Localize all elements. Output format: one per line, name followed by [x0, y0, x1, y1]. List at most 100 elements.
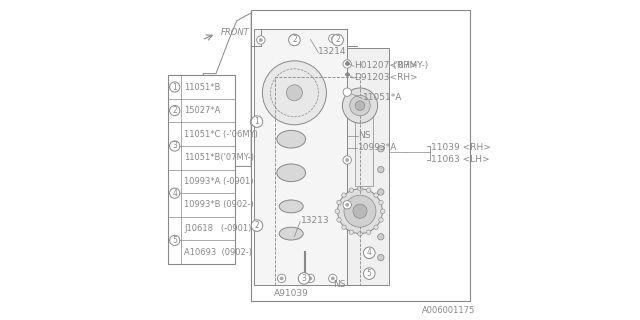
Ellipse shape: [279, 200, 303, 213]
Circle shape: [337, 218, 341, 222]
Text: 11051*C (-’06MY): 11051*C (-’06MY): [184, 130, 258, 139]
Circle shape: [374, 225, 378, 229]
Circle shape: [349, 230, 353, 235]
Circle shape: [170, 141, 180, 151]
Circle shape: [170, 82, 180, 92]
Text: 11063 <LH>: 11063 <LH>: [431, 155, 490, 164]
Circle shape: [292, 36, 296, 40]
Circle shape: [378, 146, 384, 152]
Circle shape: [329, 34, 337, 43]
Circle shape: [379, 218, 383, 222]
Circle shape: [343, 201, 351, 209]
Circle shape: [287, 85, 302, 101]
Text: 2: 2: [172, 106, 177, 115]
Text: 11051*B: 11051*B: [184, 83, 220, 92]
Text: H01207<RH>: H01207<RH>: [355, 61, 418, 70]
Circle shape: [346, 203, 349, 207]
Text: 3: 3: [172, 141, 177, 150]
Circle shape: [257, 36, 265, 44]
Circle shape: [358, 186, 362, 191]
Circle shape: [259, 38, 263, 42]
Circle shape: [290, 34, 298, 43]
Circle shape: [380, 209, 385, 213]
Circle shape: [337, 200, 341, 205]
Circle shape: [250, 117, 259, 126]
Circle shape: [278, 274, 286, 283]
Ellipse shape: [279, 227, 303, 240]
Circle shape: [367, 230, 371, 235]
Bar: [275, 77, 360, 285]
Circle shape: [344, 195, 376, 227]
Circle shape: [367, 188, 371, 192]
Circle shape: [331, 36, 335, 40]
Circle shape: [342, 88, 378, 123]
Circle shape: [343, 88, 351, 96]
Bar: [347, 48, 389, 285]
Bar: [251, 10, 470, 301]
Circle shape: [170, 235, 180, 245]
Text: 5: 5: [172, 236, 177, 245]
Circle shape: [343, 60, 351, 68]
Text: 13214: 13214: [319, 47, 347, 56]
Text: 1: 1: [255, 117, 259, 126]
Circle shape: [262, 61, 326, 125]
Circle shape: [298, 273, 310, 284]
Circle shape: [308, 276, 312, 280]
Text: NS: NS: [358, 131, 371, 140]
Circle shape: [349, 188, 353, 192]
Circle shape: [378, 189, 384, 195]
Text: 1: 1: [172, 83, 177, 92]
Circle shape: [346, 158, 349, 162]
Text: 2: 2: [335, 36, 340, 44]
Circle shape: [364, 247, 375, 259]
Circle shape: [289, 34, 300, 46]
Circle shape: [378, 254, 384, 261]
Text: 2: 2: [292, 36, 297, 44]
Bar: [168, 75, 236, 264]
Circle shape: [252, 120, 256, 124]
Text: 2: 2: [255, 221, 259, 230]
Circle shape: [331, 276, 335, 280]
Text: 11051*A: 11051*A: [364, 93, 403, 102]
Text: 15027*A: 15027*A: [184, 106, 220, 115]
Circle shape: [378, 234, 384, 240]
Circle shape: [342, 193, 346, 197]
Text: 11051*B('07MY-): 11051*B('07MY-): [184, 153, 254, 162]
Circle shape: [251, 220, 262, 231]
Circle shape: [342, 225, 346, 229]
Ellipse shape: [277, 164, 306, 181]
Circle shape: [338, 189, 383, 234]
Text: 10993*B (0902-): 10993*B (0902-): [184, 201, 253, 210]
Text: 10993*A: 10993*A: [358, 143, 397, 152]
Circle shape: [355, 101, 365, 110]
Ellipse shape: [277, 131, 306, 148]
Circle shape: [349, 95, 370, 116]
Text: 10993*A (-0901): 10993*A (-0901): [184, 177, 253, 186]
Text: 4: 4: [172, 189, 177, 198]
Text: 4: 4: [367, 248, 372, 257]
Text: A91039: A91039: [275, 289, 309, 298]
Circle shape: [335, 209, 340, 213]
Circle shape: [346, 62, 349, 66]
Bar: [254, 29, 347, 285]
Circle shape: [378, 166, 384, 173]
Circle shape: [251, 116, 262, 127]
Circle shape: [332, 34, 344, 46]
Circle shape: [353, 204, 367, 218]
Circle shape: [306, 274, 315, 283]
Circle shape: [170, 106, 180, 116]
Circle shape: [358, 232, 362, 236]
Text: 3: 3: [301, 274, 307, 283]
Circle shape: [379, 200, 383, 205]
Text: A006001175: A006001175: [422, 306, 475, 315]
Text: FRONT: FRONT: [221, 28, 250, 37]
Text: 13213: 13213: [301, 216, 330, 225]
Bar: [355, 115, 372, 186]
Text: 5: 5: [367, 269, 372, 278]
Circle shape: [329, 274, 337, 283]
Text: J10618   (-0901): J10618 (-0901): [184, 224, 252, 233]
Circle shape: [170, 188, 180, 198]
Text: A10693  (0902-): A10693 (0902-): [184, 248, 252, 257]
Text: D91203<RH>: D91203<RH>: [355, 73, 419, 82]
Circle shape: [280, 276, 284, 280]
